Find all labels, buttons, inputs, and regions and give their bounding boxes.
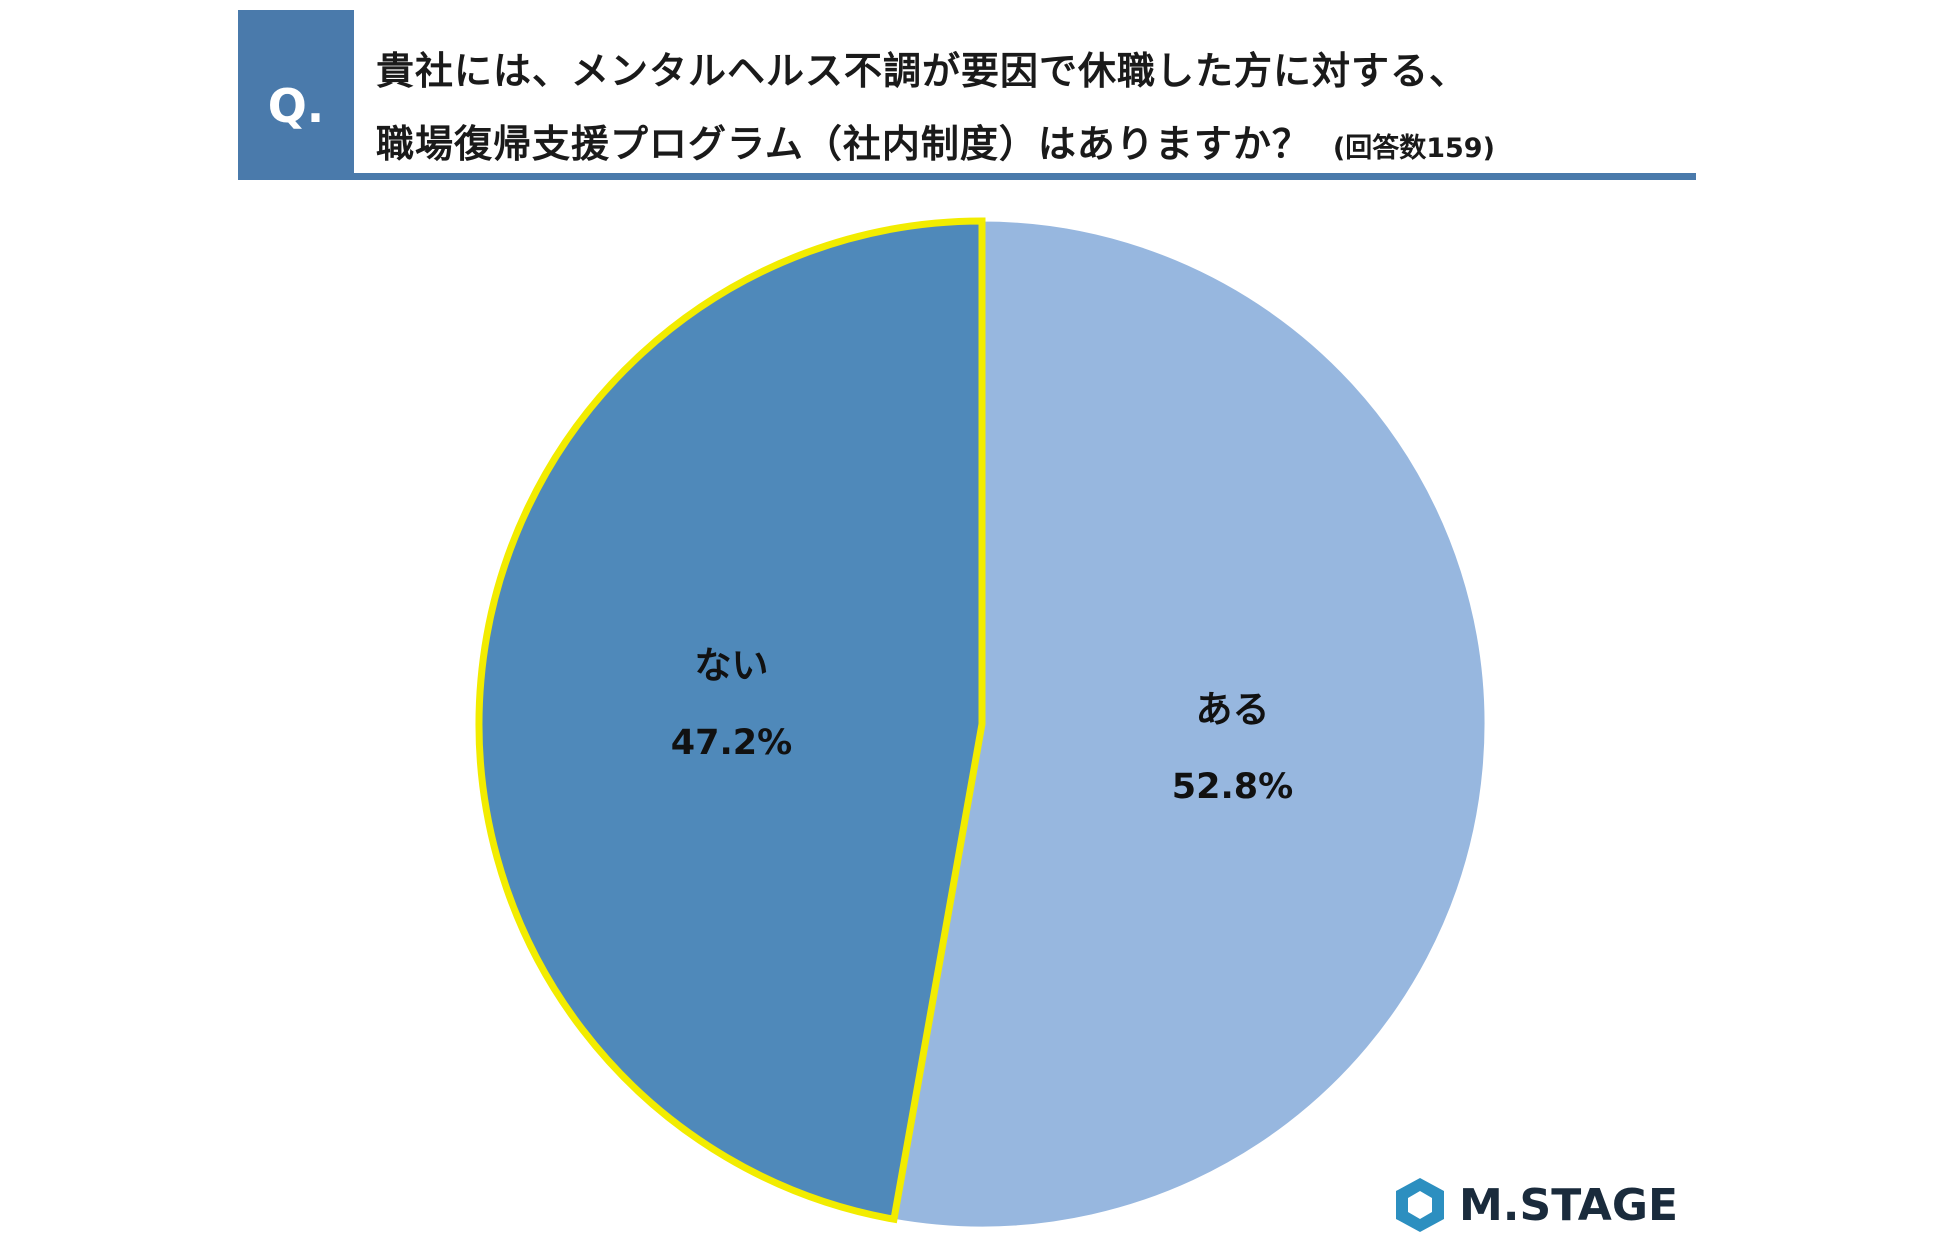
slice-value-label: 52.8% (1172, 767, 1293, 807)
slice-category-label: ない (694, 644, 768, 687)
pie-slice-ない (475, 217, 986, 1224)
hexagon-logo-icon (1396, 1178, 1444, 1232)
pie-slice-ある (893, 220, 1486, 1228)
question-marker: Q. (267, 78, 325, 133)
question-header: Q. 貴社には、メンタルヘルス不調が要因で休職した方に対する、 職場復帰支援プロ… (238, 10, 1696, 180)
slice-value-label: 47.2% (671, 723, 792, 763)
question-text-line-1: 貴社には、メンタルヘルス不調が要因で休職した方に対する、 (376, 49, 1469, 93)
question-text-line-2-main: 職場復帰支援プログラム（社内制度）はありますか？ (376, 122, 1311, 166)
question-marker-box (238, 10, 354, 173)
brand-logo: M.STAGE (1393, 1175, 1678, 1235)
header-underline (238, 173, 1696, 180)
brand-logo-text: M.STAGE (1459, 1179, 1679, 1231)
slice-category-label: ある (1196, 688, 1270, 731)
response-count-note: (回答数159) (1332, 133, 1495, 164)
question-text-line-2: 職場復帰支援プログラム（社内制度）はありますか？ (回答数159) (376, 113, 1495, 168)
